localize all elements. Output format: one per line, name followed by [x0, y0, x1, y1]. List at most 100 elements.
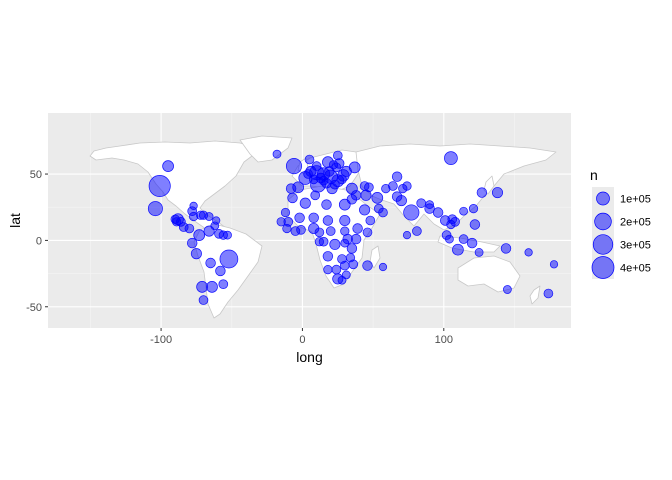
data-point: [474, 248, 484, 257]
data-point: [170, 214, 180, 224]
data-point: [285, 183, 297, 194]
data-point: [198, 295, 209, 305]
data-point: [330, 179, 340, 190]
data-point: [378, 207, 388, 218]
data-point: [204, 212, 214, 221]
data-point: [338, 198, 351, 211]
data-point: [432, 207, 444, 218]
data-point: [450, 216, 460, 227]
data-point: [308, 212, 319, 223]
data-point: [290, 226, 301, 236]
data-point: [469, 219, 481, 230]
data-point: [339, 214, 351, 227]
axis-ticks: -100 0 100 -50 0 50: [26, 169, 453, 346]
data-point: [503, 285, 512, 294]
data-point: [360, 189, 372, 201]
data-point: [328, 160, 339, 170]
data-point: [339, 260, 350, 271]
data-point: [549, 260, 559, 269]
data-point: [466, 237, 478, 249]
data-point: [294, 212, 305, 223]
data-point: [524, 248, 533, 257]
data-point: [285, 158, 303, 175]
data-point: [184, 223, 195, 234]
legend-label: 4e+05: [620, 263, 651, 275]
data-point: [340, 238, 350, 248]
data-point: [282, 223, 292, 234]
new-zealand-landmass: [529, 285, 541, 305]
data-point: [322, 251, 334, 262]
y-tick-label: 0: [36, 235, 42, 247]
data-point: [348, 259, 359, 270]
data-point: [459, 206, 468, 216]
legend-key-point: [596, 191, 610, 206]
data-point: [331, 264, 342, 275]
data-point: [148, 174, 171, 198]
data-point: [190, 248, 202, 260]
size-legend: n 1e+05 2e+05 3e+05 4e+05: [590, 167, 651, 279]
data-point: [303, 169, 313, 179]
data-point: [476, 187, 488, 198]
data-point: [310, 190, 321, 201]
data-point: [391, 171, 403, 182]
data-point: [318, 175, 329, 186]
data-point: [314, 237, 324, 247]
data-point: [403, 204, 420, 221]
data-point: [458, 234, 469, 244]
madagascar-landmass: [369, 245, 381, 269]
data-point: [147, 201, 163, 217]
y-tick-label: 50: [30, 169, 42, 181]
data-point: [325, 226, 336, 236]
data-point: [365, 215, 376, 226]
data-point: [444, 151, 458, 165]
data-point: [362, 260, 373, 271]
data-point: [378, 262, 388, 272]
data-point: [452, 243, 464, 256]
data-point: [304, 154, 315, 165]
data-point: [491, 187, 504, 199]
legend-label: 1e+05: [620, 194, 651, 206]
data-point: [468, 204, 479, 214]
data-point: [280, 207, 291, 218]
data-point: [162, 160, 174, 172]
data-point: [352, 223, 363, 234]
data-point: [272, 149, 282, 159]
data-point: [332, 150, 343, 161]
data-point: [395, 195, 407, 207]
data-point: [381, 184, 391, 194]
data-point: [193, 229, 206, 241]
data-point: [206, 281, 218, 293]
data-point: [348, 161, 361, 174]
x-tick-label: 100: [435, 334, 453, 346]
data-point: [402, 181, 412, 191]
data-point: [322, 215, 334, 226]
data-point: [223, 230, 232, 240]
x-tick-label: 0: [299, 334, 305, 346]
data-point: [371, 192, 384, 204]
data-point: [215, 265, 226, 277]
x-tick-label: -100: [150, 334, 172, 346]
data-point: [329, 238, 341, 250]
data-point: [321, 199, 332, 210]
data-point: [203, 225, 215, 237]
legend-title: n: [590, 167, 598, 183]
data-point: [311, 161, 322, 171]
legend-label: 2e+05: [620, 217, 651, 229]
legend-label: 3e+05: [620, 240, 651, 252]
data-point: [337, 275, 347, 285]
data-point: [416, 198, 427, 209]
data-point: [323, 265, 333, 275]
data-point: [346, 243, 358, 254]
south-america-landmass: [193, 223, 263, 319]
legend-key-point: [591, 256, 615, 279]
data-point: [402, 231, 412, 240]
y-tick-label: -50: [26, 302, 42, 314]
data-point: [500, 243, 512, 254]
legend-key-point: [592, 234, 614, 255]
data-point: [543, 288, 554, 299]
data-points: [147, 149, 559, 305]
data-point: [424, 203, 435, 214]
australia-landmass: [457, 255, 521, 293]
data-point: [276, 217, 286, 227]
